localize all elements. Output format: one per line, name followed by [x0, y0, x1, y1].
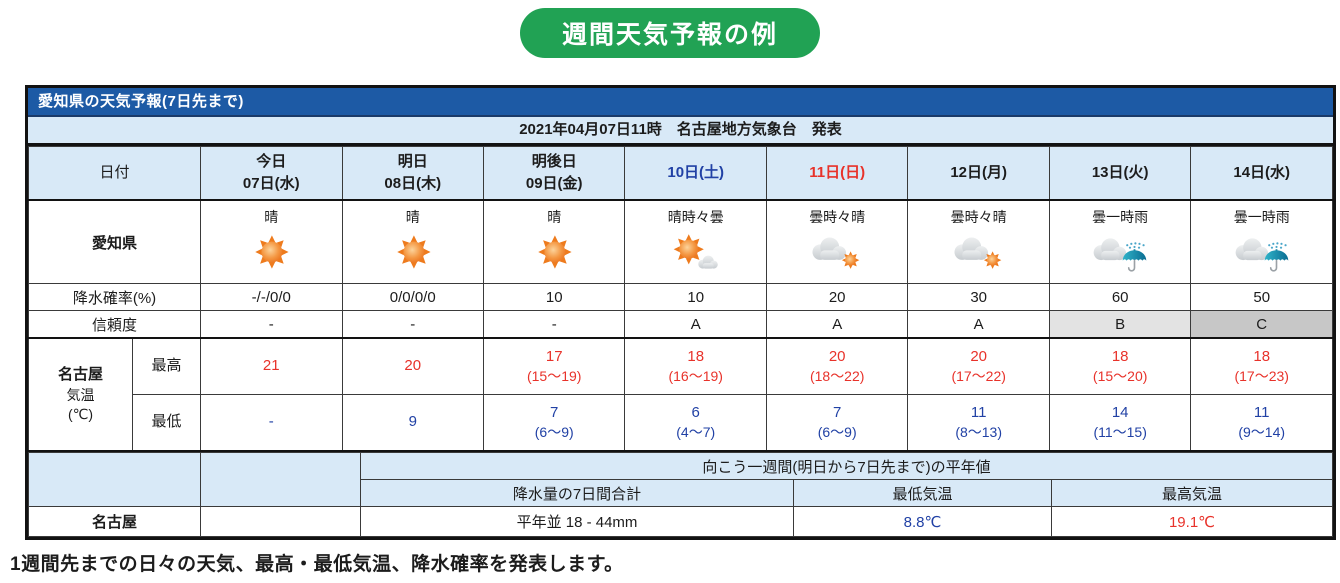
precip-value: 10 [482, 283, 626, 311]
min-temp-cell: 11 (8〜13) [907, 394, 1050, 452]
footer-caption: 1週間先までの日々の天気、最高・最低気温、降水確率を発表します。 [10, 554, 624, 575]
sun-icon [343, 228, 482, 276]
reliability-label: 信頼度 [27, 310, 202, 339]
reliability-value-b: B [1048, 310, 1192, 339]
day-header-monday: 12日(月) [907, 146, 1050, 201]
weather-cell: 曇一時雨 [1190, 199, 1333, 284]
max-label: 最高 [131, 337, 202, 395]
weather-cell: 晴 [482, 199, 626, 284]
day-header-tuesday: 13日(火) [1048, 146, 1192, 201]
min-temp-cell: 11 (9〜14) [1190, 394, 1333, 452]
day-header-today: 今日 07日(水) [200, 146, 343, 201]
max-temp-cell: 18 (15〜20) [1048, 337, 1192, 395]
min-temp-cell: 6 (4〜7) [624, 394, 767, 452]
precip-value: 20 [765, 283, 909, 311]
min-temperature-row: 最低 - 9 7 (6〜9) 6 (4〜7) 7 (6〜9) 11 (8〜13) 14(… [29, 394, 1333, 452]
precip-value: 0/0/0/0 [341, 283, 484, 311]
weather-cell: 曇一時雨 [1048, 199, 1192, 284]
day-header-day-after: 明後日 09日(金) [482, 146, 626, 201]
normals-min-value: 8.8℃ [793, 506, 1052, 537]
precip-value: 50 [1190, 283, 1333, 311]
climate-normals-table: 向こう一週間(明日から7日先まで)の平年値 降水量の7日間合計 最低気温 最高気… [28, 452, 1333, 537]
normals-city-label: 名古屋 [28, 506, 201, 537]
normals-empty-cell [200, 506, 361, 537]
weather-cell: 曇時々晴 [907, 199, 1050, 284]
max-temp-cell: 20 (17〜22) [907, 337, 1050, 395]
min-temp-cell: 7 (6〜9) [482, 394, 626, 452]
sun-icon [202, 228, 341, 276]
reliability-value: - [200, 310, 343, 339]
day-header-wednesday: 14日(水) [1190, 146, 1333, 201]
precipitation-label: 降水確率(%) [27, 283, 202, 311]
min-label: 最低 [131, 394, 202, 452]
cloud-sun-icon [909, 228, 1048, 276]
date-header-row: 日付 今日 07日(水) 明日 08日(木) 明後日 09日(金) 10日(土) 11… [27, 146, 1333, 201]
max-temp-cell: 18 (16〜19) [624, 337, 767, 395]
weather-cell: 晴 [200, 199, 343, 284]
weather-cell: 曇時々晴 [765, 199, 909, 284]
day-header-saturday: 10日(土) [624, 146, 767, 201]
weather-row: 愛知県 晴 晴 晴 晴時々曇 曇時々晴 曇時々晴 曇一時雨 曇一時雨 [27, 199, 1333, 284]
normals-empty-cell [28, 452, 201, 507]
weather-cell: 晴 [341, 199, 484, 284]
min-temp-cell: 9 [341, 394, 484, 452]
normals-title: 向こう一週間(明日から7日先まで)の平年値 [360, 452, 1333, 480]
sun-icon [484, 228, 623, 276]
precip-value: 60 [1048, 283, 1192, 311]
max-temp-cell: 18 (17〜23) [1190, 337, 1333, 395]
forecast-table-container: 愛知県の天気予報(7日先まで) 2021年04月07日11時 名古屋地方気象台 … [25, 85, 1336, 540]
day-header-tomorrow: 明日 08日(木) [341, 146, 484, 201]
issued-datetime-bar: 2021年04月07日11時 名古屋地方気象台 発表 [28, 117, 1333, 146]
sun-cloud-icon [626, 228, 765, 276]
normals-precip-header: 降水量の7日間合計 [360, 479, 794, 507]
normals-max-value: 19.1℃ [1051, 506, 1333, 537]
reliability-value: A [624, 310, 767, 339]
precip-value: 30 [907, 283, 1050, 311]
normals-max-header: 最高気温 [1051, 479, 1333, 507]
reliability-value: A [765, 310, 909, 339]
forecast-table: 日付 今日 07日(水) 明日 08日(木) 明後日 09日(金) 10日(土) 11… [27, 146, 1333, 452]
cloud-umbrella-icon [1050, 228, 1189, 276]
max-temperature-row: 名古屋 気温 (℃) 最高 21 20 17 (15〜19) 18 (16〜19) … [28, 337, 1333, 452]
normals-title-row: 向こう一週間(明日から7日先まで)の平年値 [28, 452, 1333, 507]
min-temp-cell: - [200, 394, 343, 452]
precipitation-probability-row: 降水確率(%) -/-/0/0 0/0/0/0 10 10 20 30 60 5… [27, 283, 1333, 311]
page-title-badge: 週間天気予報の例 [519, 8, 821, 58]
precip-value: 10 [624, 283, 767, 311]
precip-value: -/-/0/0 [200, 283, 343, 311]
cloud-sun-icon [767, 228, 906, 276]
reliability-value: - [482, 310, 626, 339]
table-title-bar: 愛知県の天気予報(7日先まで) [28, 88, 1333, 117]
date-column-header: 日付 [27, 146, 202, 201]
max-temp-cell: 21 [200, 337, 343, 395]
reliability-value: A [907, 310, 1050, 339]
normals-precip-value: 平年並 18 - 44mm [360, 506, 794, 537]
day-header-sunday: 11日(日) [765, 146, 909, 201]
reliability-value: - [341, 310, 484, 339]
reliability-value-c: C [1190, 310, 1333, 339]
max-temp-cell: 20 [341, 337, 484, 395]
weather-cell: 晴時々曇 [624, 199, 767, 284]
prefecture-label: 愛知県 [27, 199, 202, 284]
min-temp-cell: 14 (11〜15) [1048, 394, 1192, 452]
min-temp-cell: 7 (6〜9) [765, 394, 909, 452]
normals-value-row: 名古屋 平年並 18 - 44mm 8.8℃ 19.1℃ [28, 506, 1333, 537]
reliability-row: 信頼度 - - - A A A B C [27, 310, 1333, 339]
normals-min-header: 最低気温 [793, 479, 1052, 507]
normals-empty-cell [200, 452, 361, 507]
max-temp-cell: 17 (15〜19) [482, 337, 626, 395]
city-temperature-label: 名古屋 気温 (℃) [28, 337, 133, 452]
max-temp-cell: 20 (18〜22) [765, 337, 909, 395]
cloud-umbrella-icon [1192, 228, 1332, 276]
